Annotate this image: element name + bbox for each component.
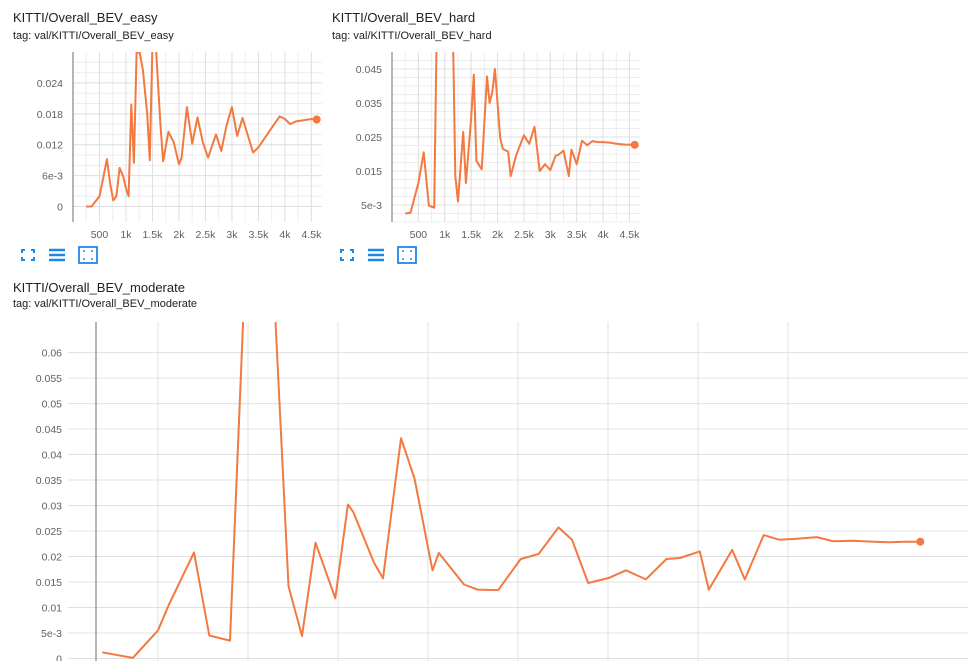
x-tick-label: 3k — [226, 229, 238, 241]
y-tick-label: 0.035 — [356, 98, 382, 110]
fit-domain-icon[interactable] — [397, 246, 417, 264]
chart-tag-hard: tag: val/KITTI/Overall_BEV_hard — [332, 30, 492, 42]
x-tick-label: 1k — [439, 229, 451, 241]
series-end-marker — [916, 537, 925, 546]
x-tick-label: 4.5k — [301, 229, 322, 241]
series-end-marker — [312, 115, 321, 124]
chart-title-moderate: KITTI/Overall_BEV_moderate — [13, 280, 185, 295]
y-tick-label: 0.035 — [36, 475, 62, 487]
series-line — [405, 52, 635, 215]
y-tick-label: 0.015 — [36, 577, 62, 589]
y-tick-label: 5e-3 — [41, 628, 62, 640]
x-tick-label: 1.5k — [461, 229, 482, 241]
y-tick-label: 0.045 — [356, 64, 382, 76]
chart-tag-easy: tag: val/KITTI/Overall_BEV_easy — [13, 30, 174, 42]
y-tick-label: 0.06 — [42, 348, 63, 360]
y-tick-label: 0.02 — [42, 551, 63, 563]
toggle-y-log-icon[interactable] — [367, 247, 385, 263]
x-tick-label: 500 — [410, 229, 428, 241]
y-tick-label: 0.01 — [42, 602, 63, 614]
fullscreen-icon[interactable] — [19, 247, 37, 263]
y-tick-label: 0.025 — [356, 132, 382, 144]
x-tick-label: 2.5k — [514, 229, 535, 241]
y-tick-label: 6e-3 — [42, 171, 63, 183]
x-tick-label: 2k — [173, 229, 185, 241]
y-tick-label: 0.012 — [37, 140, 63, 152]
y-tick-label: 0.025 — [36, 526, 62, 538]
series-line — [102, 322, 921, 659]
y-tick-label: 0.03 — [42, 501, 63, 513]
y-tick-label: 0.024 — [37, 78, 63, 90]
y-tick-label: 5e-3 — [361, 200, 382, 212]
chart-title-easy: KITTI/Overall_BEV_easy — [13, 10, 158, 25]
x-tick-label: 3.5k — [248, 229, 269, 241]
series-line — [86, 52, 317, 208]
x-tick-label: 3.5k — [567, 229, 588, 241]
y-tick-label: 0.015 — [356, 166, 382, 178]
y-tick-label: 0.055 — [36, 373, 62, 385]
x-tick-label: 4k — [598, 229, 610, 241]
x-tick-label: 4.5k — [620, 229, 641, 241]
x-tick-label: 4k — [279, 229, 291, 241]
y-tick-label: 0.045 — [36, 424, 62, 436]
y-tick-label: 0 — [56, 653, 62, 661]
fullscreen-icon[interactable] — [338, 247, 356, 263]
x-tick-label: 2k — [492, 229, 504, 241]
y-tick-label: 0.05 — [42, 399, 63, 411]
x-tick-label: 1k — [120, 229, 132, 241]
x-tick-label: 3k — [545, 229, 557, 241]
fit-domain-icon[interactable] — [78, 246, 98, 264]
x-tick-label: 2.5k — [196, 229, 217, 241]
x-tick-label: 1.5k — [143, 229, 164, 241]
y-tick-label: 0 — [57, 202, 63, 214]
y-tick-label: 0.04 — [42, 450, 63, 462]
chart-title-hard: KITTI/Overall_BEV_hard — [332, 10, 476, 25]
toggle-y-log-icon[interactable] — [48, 247, 66, 263]
y-tick-label: 0.018 — [37, 109, 63, 121]
chart-tag-moderate: tag: val/KITTI/Overall_BEV_moderate — [13, 298, 198, 310]
x-tick-label: 500 — [91, 229, 109, 241]
series-end-marker — [630, 140, 639, 149]
